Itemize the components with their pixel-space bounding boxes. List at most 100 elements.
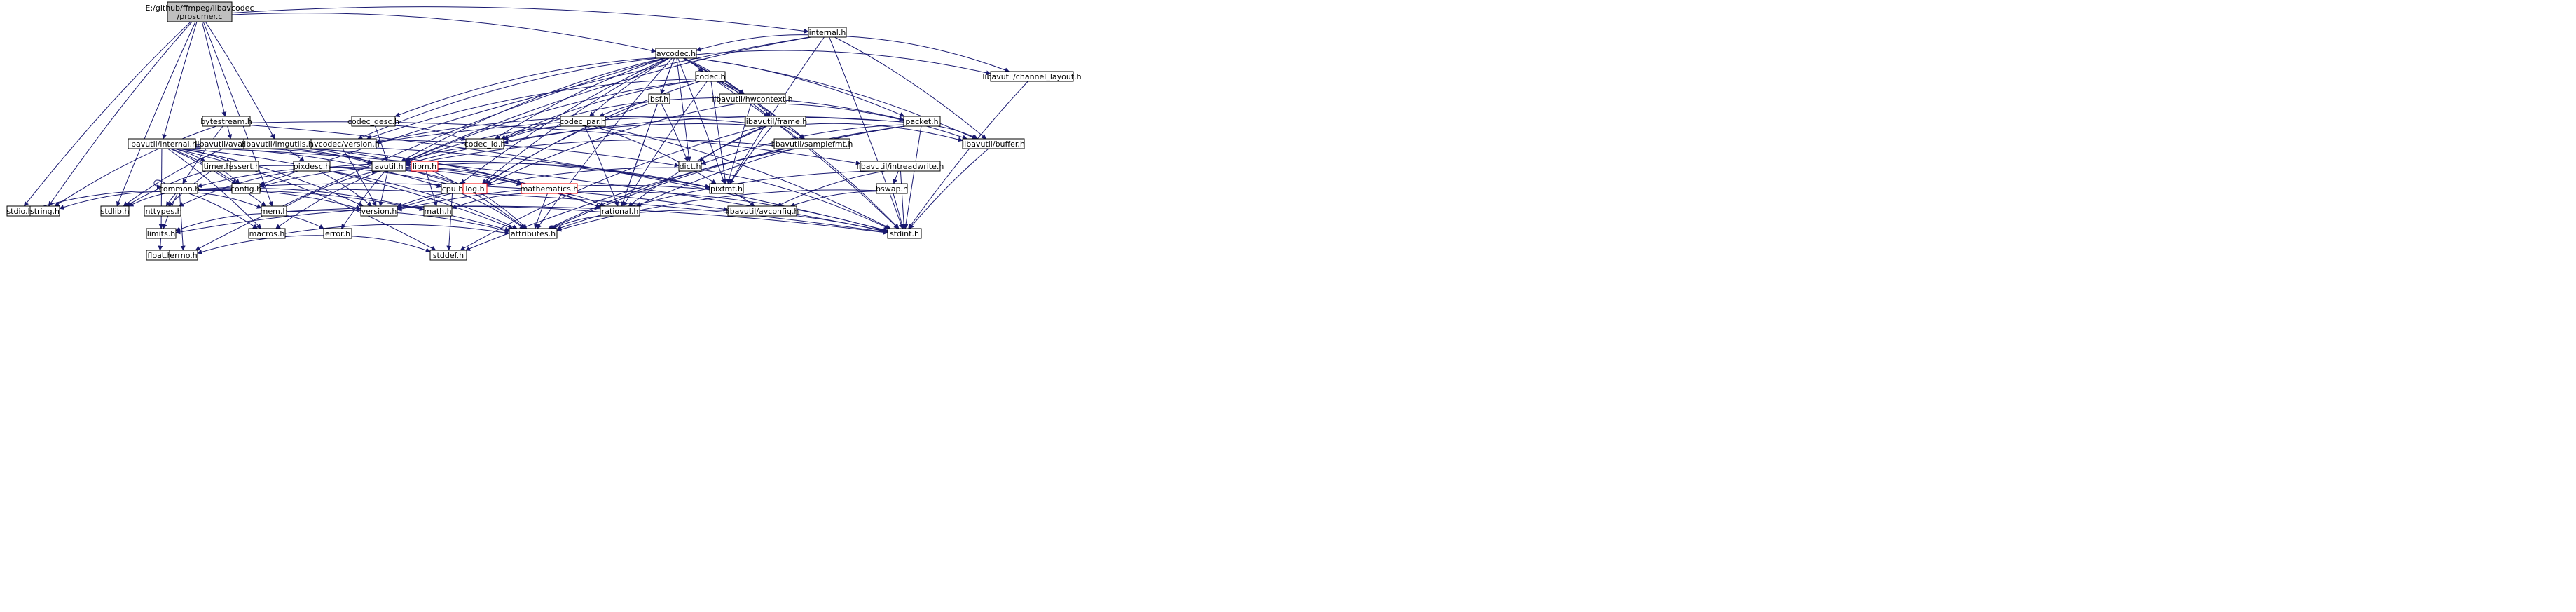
node-codec-par-h[interactable]: codec_par.h: [560, 116, 606, 127]
node-box: [160, 183, 198, 194]
node-version-h[interactable]: version.h: [360, 205, 398, 217]
node-error-h[interactable]: error.h: [323, 228, 352, 239]
node-pixfmt-h[interactable]: pixfmt.h: [709, 183, 744, 194]
node-libm-h[interactable]: libm.h: [411, 161, 439, 172]
node-label: string.h: [30, 207, 60, 216]
node-string-h[interactable]: string.h: [29, 205, 60, 217]
node-lavc-version-h[interactable]: libavcodec/version.h: [300, 138, 380, 149]
node-attributes-h[interactable]: attributes.h: [509, 228, 558, 239]
node-dict-h[interactable]: dict.h: [678, 161, 702, 172]
node-inttypes-h[interactable]: inttypes.h: [143, 205, 182, 217]
node-codec-desc-h[interactable]: codec_desc.h: [347, 116, 399, 127]
node-macros-h[interactable]: macros.h: [248, 228, 286, 239]
edge-packet_h-to-rational_h: [635, 125, 906, 207]
edge-frame_h-to-pixfmt_h: [729, 125, 773, 184]
edge-packet_h-to-stdint_h: [903, 125, 922, 229]
edge-frame_h-to-samplefmt_h: [783, 125, 805, 140]
edge-avassert_h-to-stdlib_h: [123, 148, 224, 207]
node-bytestream-h[interactable]: bytestream.h: [200, 116, 252, 127]
node-common-h[interactable]: common.h: [159, 183, 200, 194]
node-box: [678, 161, 702, 172]
edge-common_h-to-macros_h: [188, 193, 258, 229]
node-label: packet.h: [905, 117, 938, 126]
node-stdint-h[interactable]: stdint.h: [887, 228, 922, 239]
node-label: stddef.h: [433, 251, 464, 260]
node-stdlib-h[interactable]: stdlib.h: [100, 205, 130, 217]
node-config-h[interactable]: config.h: [230, 183, 261, 194]
edge-bsf_h-to-codec_par_h: [599, 101, 649, 117]
edge-codec_par_h-to-stdint_h: [596, 125, 891, 229]
edge-pixdesc_h-to-attributes_h: [327, 170, 518, 229]
node-hwcontext-h[interactable]: libavutil/hwcontext.h: [712, 93, 793, 104]
node-label: float.h: [147, 251, 172, 260]
node-label: attributes.h: [511, 229, 556, 238]
edge-pixfmt_h-to-avconfig_h: [733, 193, 755, 207]
node-label: stdio.h: [6, 207, 32, 216]
node-timer-h[interactable]: timer.h: [202, 161, 233, 172]
node-pixdesc-h[interactable]: pixdesc.h: [293, 161, 331, 172]
node-mem-h[interactable]: mem.h: [261, 205, 288, 217]
node-frame-h[interactable]: libavutil/frame.h: [744, 116, 808, 127]
edge-avcodec_h-to-packet_h: [694, 57, 905, 117]
node-mathematics-h[interactable]: mathematics.h: [521, 183, 579, 194]
edge-avcodec_h-to-dict_h: [676, 57, 691, 162]
node-log-h[interactable]: log.h: [462, 183, 488, 194]
node-box: [261, 205, 287, 217]
edge-hwcontext_h-to-frame_h: [757, 103, 771, 117]
node-label: stdlib.h: [101, 207, 130, 216]
node-label: avcodec.h: [656, 49, 696, 58]
node-root[interactable]: E:/github/ffmpeg/libavcodec/prosumer.c: [146, 1, 254, 22]
node-label: pixdesc.h: [294, 162, 331, 171]
edge-log_h-to-attributes_h: [481, 193, 528, 229]
node-bsf-h[interactable]: bsf.h: [648, 93, 670, 104]
node-bswap-h[interactable]: bswap.h: [876, 183, 908, 194]
edge-bsf_h-to-dict_h: [661, 103, 689, 162]
node-avcodec-h[interactable]: avcodec.h: [655, 48, 697, 59]
node-codec-h[interactable]: codec.h: [695, 71, 726, 82]
node-cpu-h[interactable]: cpu.h: [441, 183, 464, 194]
node-stddef-h[interactable]: stddef.h: [429, 250, 467, 261]
node-float-h[interactable]: float.h: [146, 250, 174, 261]
node-avconfig-h[interactable]: libavutil/avconfig.h: [726, 205, 799, 217]
edge-hwcontext_h-to-log_h: [486, 103, 738, 185]
node-label: codec_desc.h: [347, 117, 399, 126]
node-box: [146, 228, 177, 239]
node-avutil-h[interactable]: avutil.h: [371, 161, 406, 172]
node-samplefmt-h[interactable]: libavutil/samplefmt.h: [771, 138, 853, 149]
node-buffer-h[interactable]: libavutil/buffer.h: [962, 138, 1025, 149]
node-packet-h[interactable]: packet.h: [903, 116, 941, 127]
node-limits-h[interactable]: limits.h: [146, 228, 177, 239]
edge-common_h-to-math_h: [197, 188, 425, 212]
edge-cpu_h-to-stddef_h: [446, 193, 453, 251]
edge-codec_h-to-avutil_h: [405, 80, 696, 162]
node-box: [462, 183, 488, 194]
edge-root-to-mem_h: [202, 21, 273, 207]
node-codec-id-h[interactable]: codec_id.h: [464, 138, 506, 149]
node-internal-h[interactable]: internal.h: [808, 27, 847, 38]
node-box: [243, 138, 312, 149]
node-box: [351, 116, 396, 127]
node-lavu-internal-h[interactable]: libavutil/internal.h: [127, 138, 197, 149]
edge-root-to-string_h: [48, 21, 193, 207]
node-channel-layout-h[interactable]: libavutil/channel_layout.h: [982, 71, 1082, 82]
edge-root-to-stdlib_h: [116, 21, 196, 207]
node-imgutils-h[interactable]: libavutil/imgutils.h: [242, 138, 313, 149]
edge-lavu_internal_h-to-attributes_h: [181, 148, 514, 229]
edge-frame_h-to-stddef_h: [460, 125, 764, 251]
node-label: internal.h: [809, 28, 846, 37]
node-assert-h[interactable]: assert.h: [229, 161, 260, 172]
edge-avcodec_h-to-log_h: [481, 57, 669, 184]
node-box: [600, 205, 640, 217]
edge-internal_h-to-config_h: [259, 36, 810, 186]
edge-intreadwrite_h-to-bswap_h: [893, 170, 899, 184]
node-box: [773, 138, 850, 149]
node-errno-h[interactable]: errno.h: [169, 250, 198, 261]
node-stdio-h[interactable]: stdio.h: [6, 205, 33, 217]
node-box: [648, 93, 670, 104]
edge-mathematics_h-to-math_h: [451, 193, 525, 210]
edge-packet_h-to-dict_h: [701, 124, 904, 165]
node-intreadwrite-h[interactable]: libavutil/intreadwrite.h: [857, 161, 944, 172]
node-rational-h[interactable]: rational.h: [600, 205, 640, 217]
node-math-h[interactable]: math.h: [423, 205, 453, 217]
node-box: [323, 228, 352, 239]
